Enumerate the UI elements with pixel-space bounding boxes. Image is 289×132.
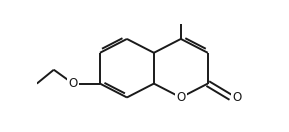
Text: O: O [68, 77, 78, 90]
Text: O: O [232, 91, 242, 104]
Text: O: O [176, 91, 186, 104]
